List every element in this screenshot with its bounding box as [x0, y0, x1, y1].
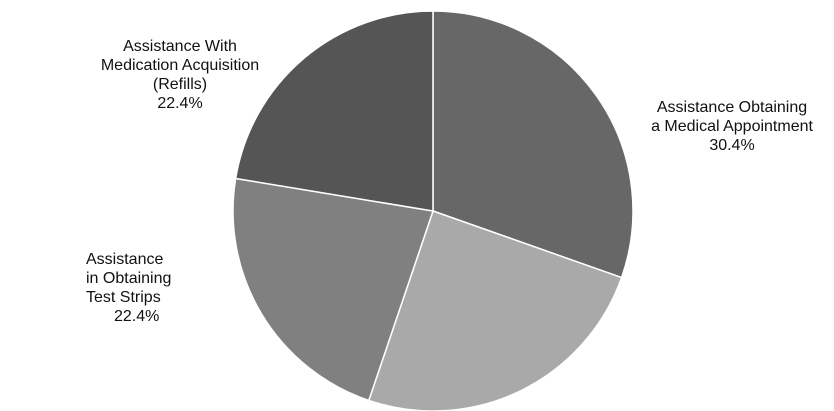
slice-label-test-strips: Assistance in Obtaining Test Strips 22.4… [86, 250, 206, 326]
slice-label-line: Medication Acquisition [100, 57, 260, 74]
slice-medical-appointment [432, 10, 634, 279]
slice-unlabeled [367, 210, 623, 411]
slice-label-line: Assistance With [123, 38, 237, 55]
slice-value: 30.4% [709, 137, 755, 154]
slice-value: 22.4% [157, 95, 203, 112]
slice-label-line: Assistance [86, 251, 164, 268]
slice-label-line: Assistance Obtaining [656, 99, 808, 116]
slice-label-medical-appointment: Assistance Obtaining a Medical Appointme… [632, 98, 832, 155]
slice-label-line: (Refills) [152, 76, 208, 93]
slice-test-strips [232, 177, 434, 402]
slice-value: 22.4% [114, 308, 160, 325]
slice-label-line: a Medical Appointment [651, 118, 813, 135]
slice-medication-refills [234, 10, 434, 212]
slice-label-medication-refills: Assistance With Medication Acquisition (… [80, 37, 280, 113]
slice-label-line: Test Strips [86, 289, 161, 306]
slice-label-line: in Obtaining [86, 270, 172, 287]
